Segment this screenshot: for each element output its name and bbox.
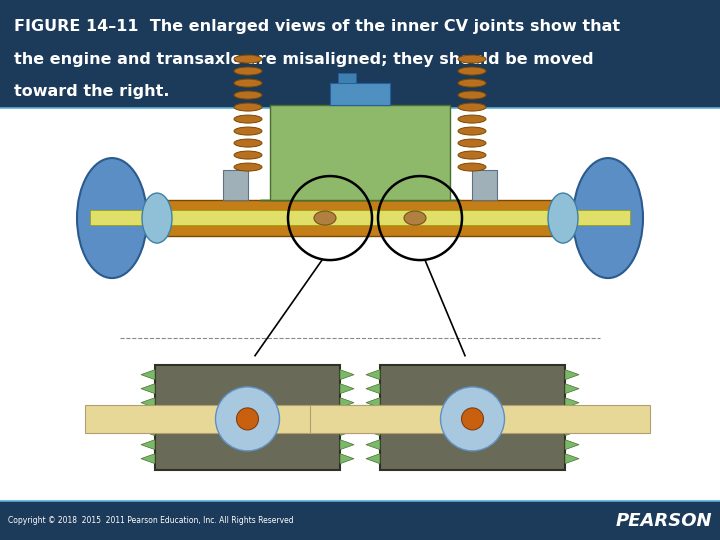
- Ellipse shape: [404, 211, 426, 225]
- Circle shape: [462, 408, 484, 430]
- Ellipse shape: [234, 67, 262, 75]
- Bar: [472, 170, 497, 200]
- Ellipse shape: [458, 55, 486, 63]
- Bar: [338, 73, 356, 83]
- Polygon shape: [565, 440, 579, 450]
- Polygon shape: [340, 454, 354, 464]
- Ellipse shape: [234, 127, 262, 135]
- Polygon shape: [366, 384, 380, 394]
- Circle shape: [215, 387, 279, 451]
- Polygon shape: [565, 384, 579, 394]
- Text: toward the right.: toward the right.: [14, 84, 169, 99]
- Ellipse shape: [458, 127, 486, 135]
- Polygon shape: [366, 397, 380, 408]
- Text: Copyright © 2018  2015  2011 Pearson Education, Inc. All Rights Reserved: Copyright © 2018 2015 2011 Pearson Educa…: [8, 516, 294, 525]
- Bar: [223, 170, 248, 200]
- Ellipse shape: [573, 158, 643, 278]
- Ellipse shape: [234, 103, 262, 111]
- Bar: [0, 501, 720, 540]
- Polygon shape: [340, 370, 354, 380]
- Ellipse shape: [458, 79, 486, 87]
- Polygon shape: [141, 370, 155, 380]
- Bar: [270, 105, 450, 200]
- Ellipse shape: [458, 67, 486, 75]
- Ellipse shape: [458, 115, 486, 123]
- Ellipse shape: [234, 79, 262, 87]
- Ellipse shape: [77, 158, 147, 278]
- Bar: [310, 405, 650, 433]
- Polygon shape: [366, 454, 380, 464]
- Ellipse shape: [142, 193, 172, 243]
- Polygon shape: [141, 411, 155, 422]
- Polygon shape: [340, 440, 354, 450]
- Polygon shape: [366, 426, 380, 436]
- Ellipse shape: [314, 211, 336, 225]
- Ellipse shape: [234, 151, 262, 159]
- Circle shape: [441, 387, 505, 451]
- Bar: [90, 210, 630, 225]
- Polygon shape: [565, 397, 579, 408]
- Circle shape: [236, 408, 258, 430]
- Ellipse shape: [234, 115, 262, 123]
- Polygon shape: [141, 454, 155, 464]
- Ellipse shape: [234, 55, 262, 63]
- Polygon shape: [366, 370, 380, 380]
- Bar: [0, 0, 720, 108]
- Polygon shape: [340, 384, 354, 394]
- Ellipse shape: [458, 163, 486, 171]
- Polygon shape: [340, 426, 354, 436]
- Ellipse shape: [458, 91, 486, 99]
- Polygon shape: [565, 454, 579, 464]
- Polygon shape: [565, 411, 579, 422]
- Text: FIGURE 14–11  The enlarged views of the inner CV joints show that: FIGURE 14–11 The enlarged views of the i…: [14, 19, 620, 35]
- Polygon shape: [565, 370, 579, 380]
- Ellipse shape: [458, 139, 486, 147]
- Polygon shape: [565, 426, 579, 436]
- Polygon shape: [141, 384, 155, 394]
- Bar: [85, 405, 425, 433]
- Polygon shape: [141, 397, 155, 408]
- Bar: [380, 364, 565, 470]
- Polygon shape: [366, 440, 380, 450]
- Polygon shape: [141, 440, 155, 450]
- Polygon shape: [141, 426, 155, 436]
- Ellipse shape: [234, 163, 262, 171]
- Ellipse shape: [234, 91, 262, 99]
- Polygon shape: [340, 397, 354, 408]
- Polygon shape: [340, 411, 354, 422]
- Ellipse shape: [458, 103, 486, 111]
- Text: the engine and transaxle are misaligned; they should be moved: the engine and transaxle are misaligned;…: [14, 52, 593, 67]
- Polygon shape: [366, 411, 380, 422]
- Bar: [155, 364, 340, 470]
- Text: PEARSON: PEARSON: [616, 511, 712, 530]
- Bar: [330, 83, 390, 105]
- Ellipse shape: [458, 151, 486, 159]
- Ellipse shape: [234, 139, 262, 147]
- Bar: [130, 200, 590, 236]
- Ellipse shape: [548, 193, 578, 243]
